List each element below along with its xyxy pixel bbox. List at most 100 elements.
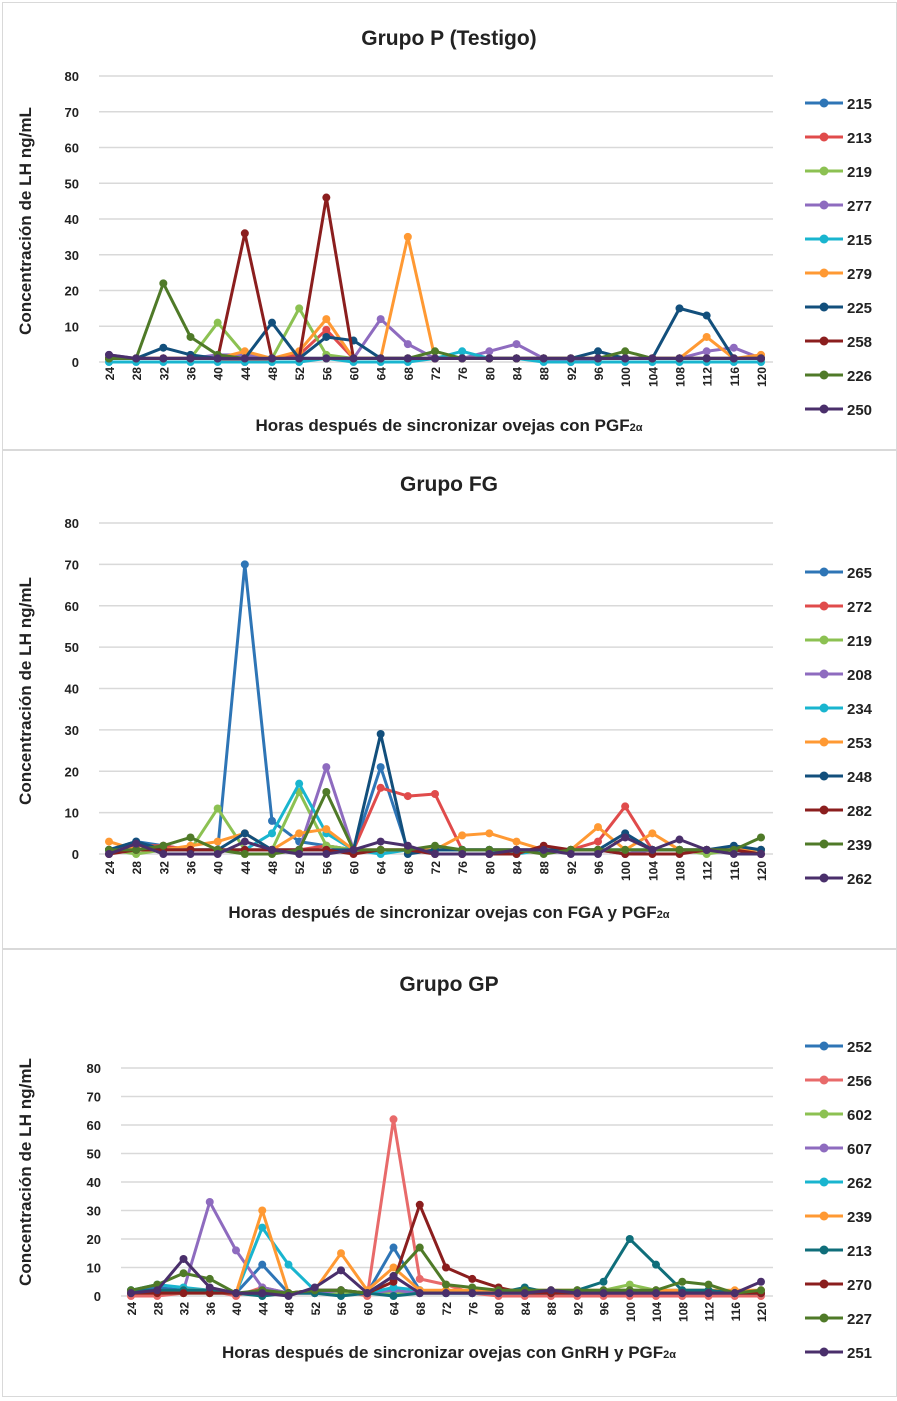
data-point-253 <box>485 829 494 838</box>
legend-marker-251 <box>819 1347 829 1357</box>
data-point-225 <box>322 332 331 341</box>
data-point-262 <box>389 1283 398 1292</box>
y-tick-label: 50 <box>65 640 79 655</box>
legend-label: 272 <box>847 599 872 616</box>
legend-marker-219 <box>819 635 829 645</box>
chart-title: Grupo P (Testigo) <box>361 27 536 50</box>
x-tick-label: 72 <box>429 861 443 875</box>
x-tick-label: 68 <box>402 367 416 381</box>
data-point-251 <box>442 1289 450 1298</box>
data-point-270 <box>442 1263 450 1272</box>
legend-label: 607 <box>847 1141 872 1158</box>
data-point-219 <box>295 304 304 313</box>
x-tick-label: 96 <box>598 1302 612 1316</box>
x-tick-label: 108 <box>674 367 688 387</box>
x-tick-label: 32 <box>157 861 171 875</box>
x-tick-label: 32 <box>178 1302 192 1316</box>
x-tick-label: 44 <box>256 1302 270 1316</box>
data-point-226 <box>186 332 195 341</box>
data-point-239 <box>376 845 385 854</box>
data-point-250 <box>757 354 765 363</box>
series-line-265 <box>108 562 761 852</box>
data-point-227 <box>337 1286 345 1295</box>
data-point-262 <box>757 850 765 858</box>
data-point-250 <box>431 354 439 363</box>
series-line-226 <box>109 281 761 360</box>
x-tick-label: 112 <box>701 367 715 387</box>
x-tick-label: 72 <box>440 1302 454 1316</box>
y-axis-label: Concentración de LH ng/mL <box>16 1058 35 1286</box>
x-tick-label: 52 <box>293 367 307 381</box>
data-point-253 <box>594 823 602 832</box>
legend-label: 226 <box>847 368 872 385</box>
y-tick-label: 80 <box>87 1061 101 1076</box>
data-point-208 <box>322 763 331 772</box>
legend-label: 239 <box>847 837 872 854</box>
x-tick-label: 88 <box>545 1302 559 1316</box>
data-point-250 <box>458 354 467 363</box>
x-tick-label: 104 <box>646 367 660 387</box>
x-tick-label: 28 <box>130 861 144 875</box>
data-point-262 <box>485 850 494 858</box>
chart-grupo-gp: Grupo GP Concentración de LH ng/mL 0 10 20 30… <box>16 973 872 1362</box>
legend-marker-265 <box>819 567 829 577</box>
data-point-239 <box>322 787 331 796</box>
legend-label: 213 <box>847 130 872 147</box>
y-tick-label: 40 <box>65 682 79 697</box>
data-point-215 <box>458 347 467 356</box>
data-point-251 <box>520 1289 529 1298</box>
y-tick-label: 20 <box>87 1232 101 1247</box>
y-tick-label: 70 <box>65 557 79 572</box>
data-point-262 <box>729 850 738 858</box>
data-point-277 <box>729 343 738 352</box>
x-tick-label: 64 <box>375 861 389 875</box>
x-axis-label: Horas después de sincronizar ovejas con … <box>222 1343 676 1362</box>
x-tick-label: 64 <box>375 367 389 381</box>
data-point-239 <box>621 845 630 854</box>
data-point-279 <box>403 232 412 241</box>
data-point-253 <box>105 837 113 846</box>
data-point-251 <box>337 1266 345 1275</box>
x-tick-label: 28 <box>130 367 144 381</box>
x-tick-label: 40 <box>212 367 226 381</box>
data-point-239 <box>132 845 141 854</box>
data-point-262 <box>213 850 222 858</box>
data-point-251 <box>232 1289 240 1298</box>
x-tick-label: 76 <box>456 367 470 381</box>
data-point-265 <box>268 816 276 825</box>
data-point-272 <box>431 790 439 799</box>
x-tick-label: 100 <box>619 861 633 881</box>
x-tick-label: 96 <box>592 861 606 875</box>
data-point-272 <box>403 792 412 801</box>
legend-label: 262 <box>847 871 872 888</box>
data-point-279 <box>240 347 249 356</box>
series-line-270 <box>131 1203 761 1295</box>
data-point-239 <box>757 833 765 842</box>
legend-label: 602 <box>847 1107 872 1124</box>
data-point-213 <box>599 1277 608 1286</box>
legend-marker-262 <box>819 873 829 883</box>
y-tick-label: 10 <box>65 806 79 821</box>
data-point-250 <box>186 354 195 363</box>
x-tick-label: 84 <box>511 367 525 381</box>
data-point-262 <box>675 835 684 844</box>
data-point-250 <box>512 354 521 363</box>
data-point-251 <box>599 1289 608 1298</box>
data-point-250 <box>159 354 168 363</box>
data-point-607 <box>232 1246 240 1255</box>
data-point-251 <box>389 1272 398 1281</box>
data-point-262 <box>322 850 331 858</box>
legend-marker-256 <box>819 1075 829 1085</box>
data-point-248 <box>376 730 385 739</box>
data-point-227 <box>179 1269 188 1278</box>
data-point-251 <box>179 1254 188 1263</box>
data-point-251 <box>127 1289 135 1298</box>
data-point-258 <box>240 229 249 238</box>
x-tick-label: 48 <box>266 367 280 381</box>
legend-label: 250 <box>847 402 872 419</box>
data-point-262 <box>284 1260 293 1269</box>
x-tick-label: 64 <box>388 1302 402 1316</box>
x-axis-label-subscript: 2α <box>657 909 670 921</box>
x-axis-label: Horas después de sincronizar ovejas con … <box>228 903 669 922</box>
